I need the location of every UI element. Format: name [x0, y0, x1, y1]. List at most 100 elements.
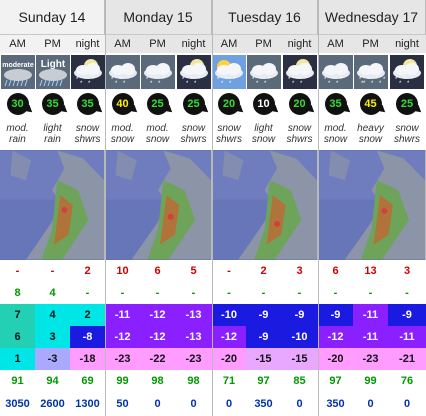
feels-like-temperature: -21: [388, 348, 426, 370]
svg-text:*: *: [162, 77, 165, 83]
min-temperature: -9: [246, 326, 281, 348]
light-snow-icon: * * * * *: [246, 53, 281, 90]
svg-text:*: *: [233, 77, 236, 83]
min-temperature: 6: [0, 326, 35, 348]
svg-text:*: *: [260, 77, 263, 83]
max-temperature: -9: [388, 304, 426, 326]
svg-text:*: *: [115, 81, 118, 87]
day-divider: [105, 0, 106, 416]
max-temperature: -9: [246, 304, 281, 326]
wind-speed-badge: 20: [281, 90, 318, 118]
snow-map-image[interactable]: [0, 150, 105, 260]
snow-amount: -: [297, 287, 302, 299]
summary-line: snow: [75, 123, 100, 134]
svg-text:*: *: [288, 77, 291, 83]
min-temperature: -12: [212, 326, 246, 348]
summary-line: snow: [395, 123, 419, 134]
feels-like-temperature: -23: [175, 348, 212, 370]
wind-speed-badge: 30: [0, 90, 35, 118]
summary-line: snow: [110, 134, 135, 145]
wind-speed-badge: 35: [70, 90, 105, 118]
day-header: Sunday 14: [0, 0, 105, 35]
min-temperature: -10: [281, 326, 318, 348]
day-header: Wednesday 17: [318, 0, 426, 35]
svg-text:*: *: [150, 81, 153, 87]
period-label: AM: [105, 35, 140, 53]
svg-text:*: *: [186, 81, 189, 87]
snow-amount: -: [368, 287, 373, 299]
weather-summary: snow shwrs: [281, 118, 318, 150]
svg-text:*: *: [198, 77, 201, 83]
day-divider: [212, 0, 213, 416]
humidity-value: 91: [11, 375, 24, 387]
max-temperature: -11: [105, 304, 140, 326]
humidity-value: 99: [364, 375, 377, 387]
rain-amount: -: [50, 265, 55, 277]
summary-line: shwrs: [74, 134, 101, 145]
svg-text:Light: Light: [40, 59, 65, 70]
svg-text:*: *: [361, 81, 364, 87]
wind-speed-badge: 45: [353, 90, 388, 118]
svg-text:*: *: [182, 77, 185, 83]
summary-line: snow: [358, 134, 383, 145]
svg-text:*: *: [80, 81, 83, 87]
snow-amount: 4: [49, 287, 56, 299]
freezing-level: 2600: [40, 398, 65, 410]
weather-summary: mod. snow: [140, 118, 175, 150]
humidity-value: 97: [257, 375, 270, 387]
mod-snow-icon: * * * * *: [140, 53, 175, 90]
summary-line: snow: [287, 123, 312, 134]
period-label: night: [388, 35, 426, 53]
day-header: Monday 15: [105, 0, 212, 35]
rain-amount: 3: [403, 265, 411, 277]
humidity-value: 69: [81, 375, 94, 387]
svg-text:*: *: [217, 77, 220, 83]
svg-text:*: *: [225, 77, 228, 83]
svg-text:*: *: [264, 81, 267, 87]
feels-like-temperature: -3: [35, 348, 70, 370]
summary-line: snow: [251, 134, 276, 145]
wind-speed-value: 25: [182, 93, 205, 115]
freezing-level: 3050: [5, 398, 30, 410]
summary-line: mod.: [324, 123, 347, 134]
wind-speed-value: 40: [111, 93, 134, 115]
mod-snow-icon: * * * * *: [318, 53, 353, 90]
snow-map-image[interactable]: [105, 150, 212, 260]
svg-text:*: *: [375, 77, 378, 83]
snow-amount: -: [85, 287, 90, 299]
freezing-level: 50: [116, 398, 129, 410]
svg-text:*: *: [328, 81, 331, 87]
snow-map-image[interactable]: [318, 150, 426, 260]
weather-summary: snow shwrs: [212, 118, 246, 150]
feels-like-temperature: 1: [0, 348, 35, 370]
rain-amount: 6: [154, 265, 161, 277]
rain-amount: 2: [260, 265, 267, 277]
feels-like-temperature: -18: [70, 348, 105, 370]
summary-line: snow: [323, 134, 348, 145]
max-temperature: -10: [212, 304, 246, 326]
feels-like-temperature: -15: [246, 348, 281, 370]
freezing-level: 0: [296, 398, 303, 410]
period-label: night: [70, 35, 105, 53]
snow-amount: -: [405, 287, 409, 299]
svg-text:*: *: [84, 77, 87, 83]
snow-amount: 8: [14, 287, 21, 299]
wind-speed-badge: 35: [35, 90, 70, 118]
max-temperature: -9: [281, 304, 318, 326]
feels-like-temperature: -22: [140, 348, 175, 370]
wind-speed-value: 20: [288, 93, 311, 115]
summary-line: heavy: [357, 123, 384, 134]
day-divider: [318, 0, 319, 416]
humidity-value: 76: [400, 375, 414, 387]
svg-text:*: *: [383, 77, 386, 83]
wind-speed-value: 25: [396, 93, 418, 115]
wind-speed-badge: 40: [105, 90, 140, 118]
svg-text:*: *: [371, 81, 374, 87]
snow-map-image[interactable]: [212, 150, 318, 260]
summary-line: mod.: [146, 123, 169, 134]
weather-summary: snow shwrs: [70, 118, 105, 150]
svg-text:*: *: [296, 77, 299, 83]
svg-text:*: *: [194, 81, 197, 87]
max-temperature: -9: [318, 304, 353, 326]
light-rain-icon: Light: [35, 53, 70, 90]
